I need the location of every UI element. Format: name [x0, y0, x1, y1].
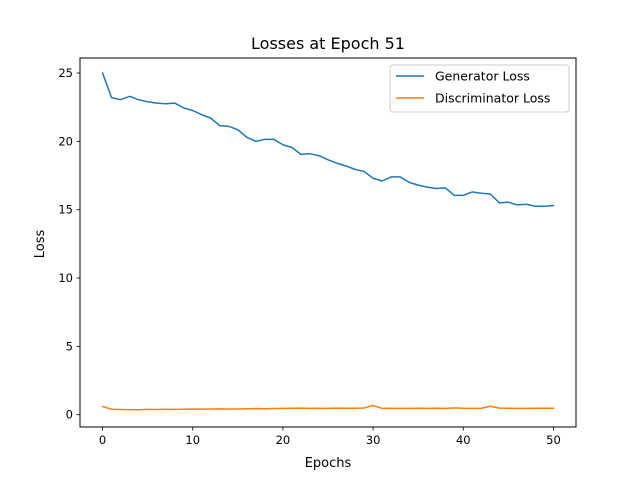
chart-legend: Generator Loss Discriminator Loss — [389, 64, 570, 113]
x-tick-label: 40 — [456, 433, 471, 447]
y-axis-label: Loss — [33, 230, 48, 259]
legend-entries: Generator Loss Discriminator Loss — [396, 69, 550, 106]
y-tick-label: 10 — [58, 271, 73, 285]
legend-label-generator-loss: Generator Loss — [435, 69, 530, 84]
x-tick-label: 30 — [366, 433, 381, 447]
y-tick-label: 5 — [66, 339, 73, 353]
x-tick-label: 10 — [185, 433, 200, 447]
y-tick-label: 0 — [66, 408, 73, 422]
y-tick-label: 15 — [58, 203, 73, 217]
x-axis-label: Epochs — [305, 456, 352, 471]
y-tick-label: 25 — [58, 66, 73, 80]
plot-frame — [79, 57, 577, 428]
chart-title: Losses at Epoch 51 — [251, 34, 405, 53]
y-axis-ticks: 0 5 10 15 20 25 — [58, 66, 80, 422]
y-tick-label: 20 — [58, 134, 73, 148]
x-tick-label: 50 — [546, 433, 561, 447]
discriminator-loss-line — [101, 404, 555, 411]
x-axis-ticks: 0 10 20 30 40 50 — [99, 427, 561, 447]
generator-loss-line — [101, 72, 555, 208]
x-tick-label: 20 — [276, 433, 291, 447]
legend-box — [389, 64, 570, 113]
x-tick-label: 0 — [99, 433, 106, 447]
legend-label-discriminator-loss: Discriminator Loss — [435, 91, 550, 106]
series-layer — [101, 72, 555, 411]
